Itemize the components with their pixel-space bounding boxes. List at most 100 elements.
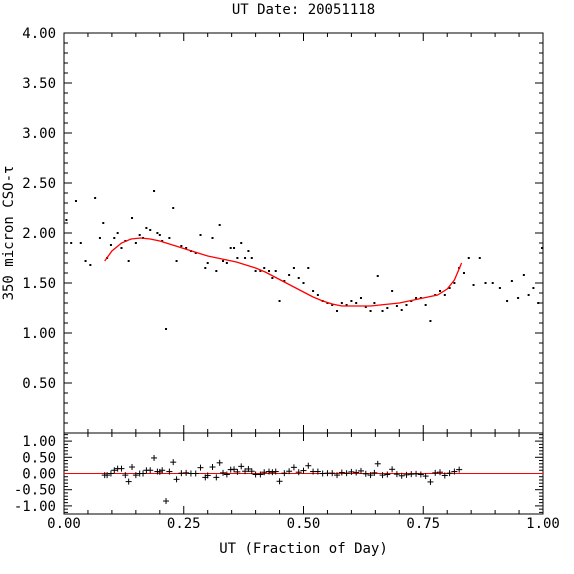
residual-point [272, 468, 279, 475]
data-point [405, 304, 408, 306]
residual-point [204, 472, 211, 479]
fit-curve [104, 237, 463, 307]
residual-point [427, 478, 434, 485]
data-point [211, 237, 214, 239]
residual-point [248, 468, 255, 475]
data-point [156, 232, 159, 234]
data-point [70, 242, 73, 244]
data-point [116, 232, 119, 234]
data-point [259, 270, 262, 272]
residual-point [173, 476, 180, 483]
data-point [391, 290, 394, 292]
data-point [448, 287, 451, 289]
data-point [424, 304, 427, 306]
data-point [439, 290, 442, 292]
residual-point [371, 469, 378, 476]
data-point [312, 290, 315, 292]
y-tick-label: 2.50 [22, 176, 56, 192]
data-point [537, 302, 540, 304]
data-point [254, 270, 257, 272]
data-point [84, 260, 87, 262]
residual-point [213, 474, 220, 481]
residual-point [437, 469, 444, 476]
residual-point [151, 454, 158, 461]
residual-point [314, 468, 321, 475]
resid-y-tick-label: -0.50 [14, 483, 56, 499]
data-point [89, 264, 92, 266]
data-point [292, 267, 295, 269]
data-point [113, 237, 116, 239]
y-tick-label: 3.00 [22, 126, 56, 142]
residual-point [334, 472, 341, 479]
residual-point [261, 469, 268, 476]
residual-point [290, 464, 297, 471]
residual-point [209, 464, 216, 471]
data-point [283, 280, 286, 282]
residual-point [234, 468, 241, 475]
data-point [395, 305, 398, 307]
residual-point [389, 466, 396, 473]
data-point [443, 294, 446, 296]
residual-point [266, 468, 273, 475]
y-axis-label: 350 micron CSO-τ [1, 166, 17, 301]
data-point [381, 310, 384, 312]
residual-point [238, 463, 245, 470]
data-point [233, 247, 236, 249]
residual-point [343, 470, 350, 477]
residual-point [384, 471, 391, 478]
residual-point [220, 469, 227, 476]
chart-title: UT Date: 20051118 [232, 2, 375, 18]
residual-point [122, 472, 129, 479]
data-point [336, 310, 339, 312]
residual-point [398, 472, 405, 479]
data-point [274, 270, 277, 272]
residual-point [295, 469, 302, 476]
x-tick-label: 0.00 [47, 516, 81, 532]
residual-point [107, 470, 114, 477]
data-point [541, 247, 544, 249]
data-point [74, 200, 77, 202]
x-tick-label: 1.00 [526, 516, 560, 532]
residual-point [353, 469, 360, 476]
residual-point [456, 466, 463, 473]
residual-point [140, 470, 147, 477]
residual-point [329, 470, 336, 477]
data-point [271, 277, 274, 279]
data-point [165, 328, 168, 330]
residual-point [281, 470, 288, 477]
data-point [522, 274, 525, 276]
data-point [175, 260, 178, 262]
data-point [278, 300, 281, 302]
data-point [222, 260, 225, 262]
data-point [194, 252, 197, 254]
data-point [532, 287, 535, 289]
data-point [131, 217, 134, 219]
data-point [498, 287, 501, 289]
data-point [240, 242, 243, 244]
residual-point [163, 498, 170, 505]
data-point [527, 294, 530, 296]
data-point [229, 247, 232, 249]
residual-point [305, 462, 312, 469]
residual-point [393, 471, 400, 478]
data-point [244, 257, 247, 259]
data-point [472, 284, 475, 286]
residual-point [183, 469, 190, 476]
data-point [206, 262, 209, 264]
residual-point [357, 467, 364, 474]
residual-point [451, 468, 458, 475]
residual-point [129, 464, 136, 471]
data-point [199, 234, 202, 236]
y-tick-label: 0.50 [22, 376, 56, 392]
data-point [302, 282, 305, 284]
data-point [109, 244, 112, 246]
data-point [429, 320, 432, 322]
data-point [386, 307, 389, 309]
residual-point [147, 467, 154, 474]
data-point [316, 294, 319, 296]
data-point [415, 297, 418, 299]
residual-point [223, 471, 230, 478]
data-point [506, 300, 509, 302]
residual-plot-panel: 0.00 0.25 0.50 0.75 1.00-1.00-0.500.000.501.… [14, 432, 560, 532]
residual-point [276, 478, 283, 485]
